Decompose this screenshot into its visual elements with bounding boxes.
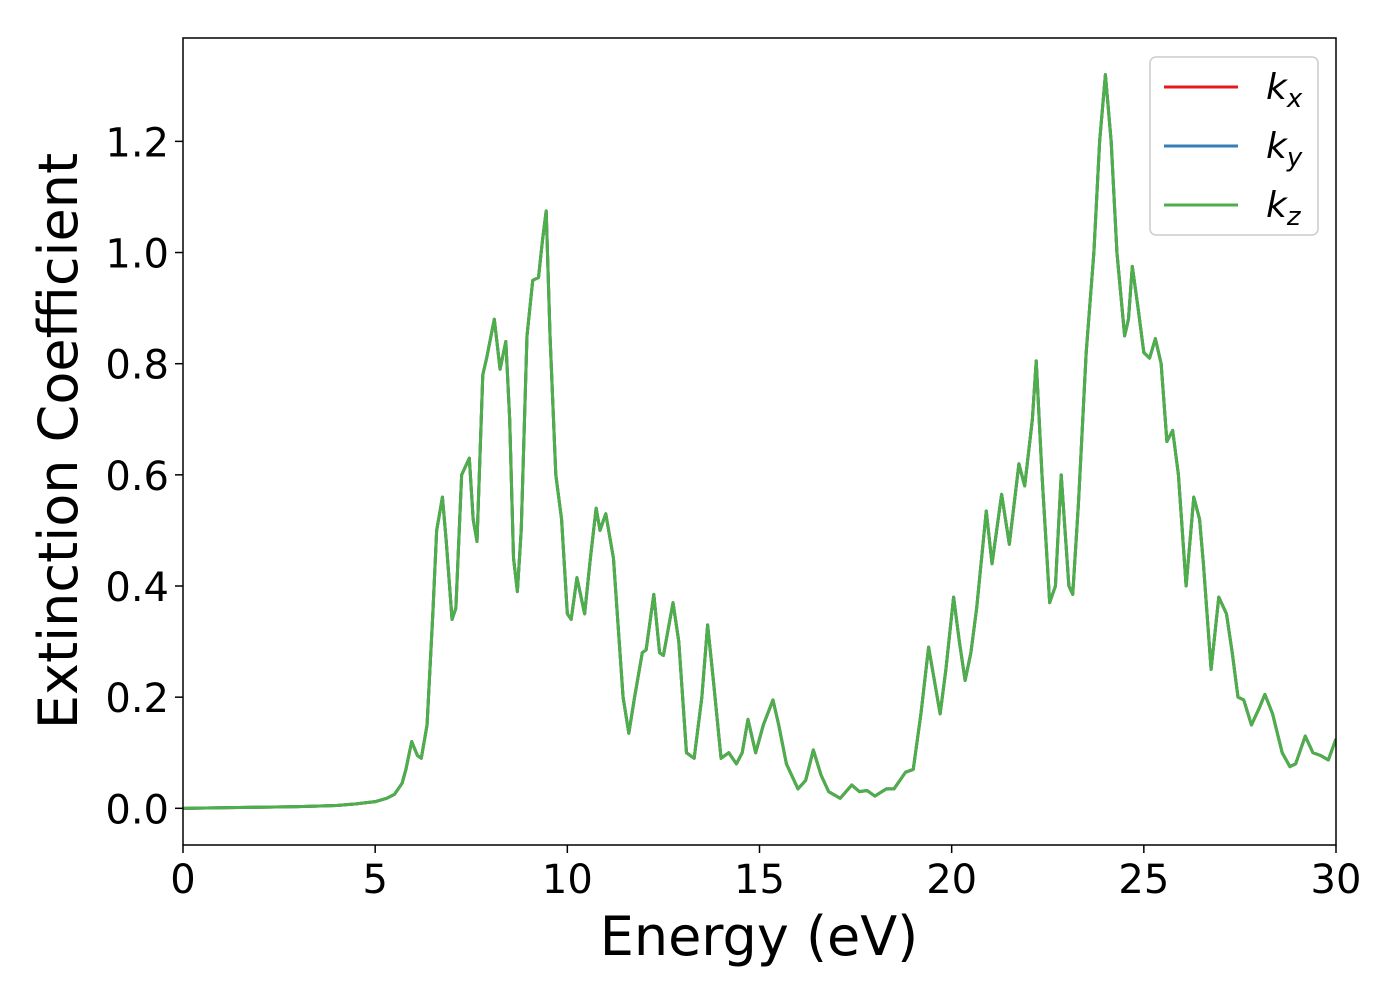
y-tick-label: 1.0 [105,232,169,278]
y-tick-label: 0.4 [105,565,169,611]
y-axis-label: Extinction Coefficient [27,153,90,729]
x-tick-label: 15 [734,857,785,903]
plot-frame [182,37,1337,846]
x-tick-label: 20 [926,857,977,903]
x-tick-label: 0 [170,857,195,903]
x-tick-label: 25 [1118,857,1169,903]
x-tick-label: 10 [542,857,593,903]
y-tick-label: 0.6 [105,454,169,500]
y-tick-label: 0.2 [105,676,169,722]
legend-label: kz [1266,185,1302,232]
x-tick-label: 30 [1311,857,1362,903]
y-tick-label: 1.2 [105,120,169,166]
y-tick-label: 0.0 [105,787,169,833]
y-tick-label: 0.8 [105,343,169,389]
x-tick-label: 5 [362,857,387,903]
legend-label: ky [1266,126,1303,173]
series-line [183,73,1336,810]
x-axis-label: Energy (eV) [600,905,919,968]
legend-label: kx [1266,67,1303,114]
